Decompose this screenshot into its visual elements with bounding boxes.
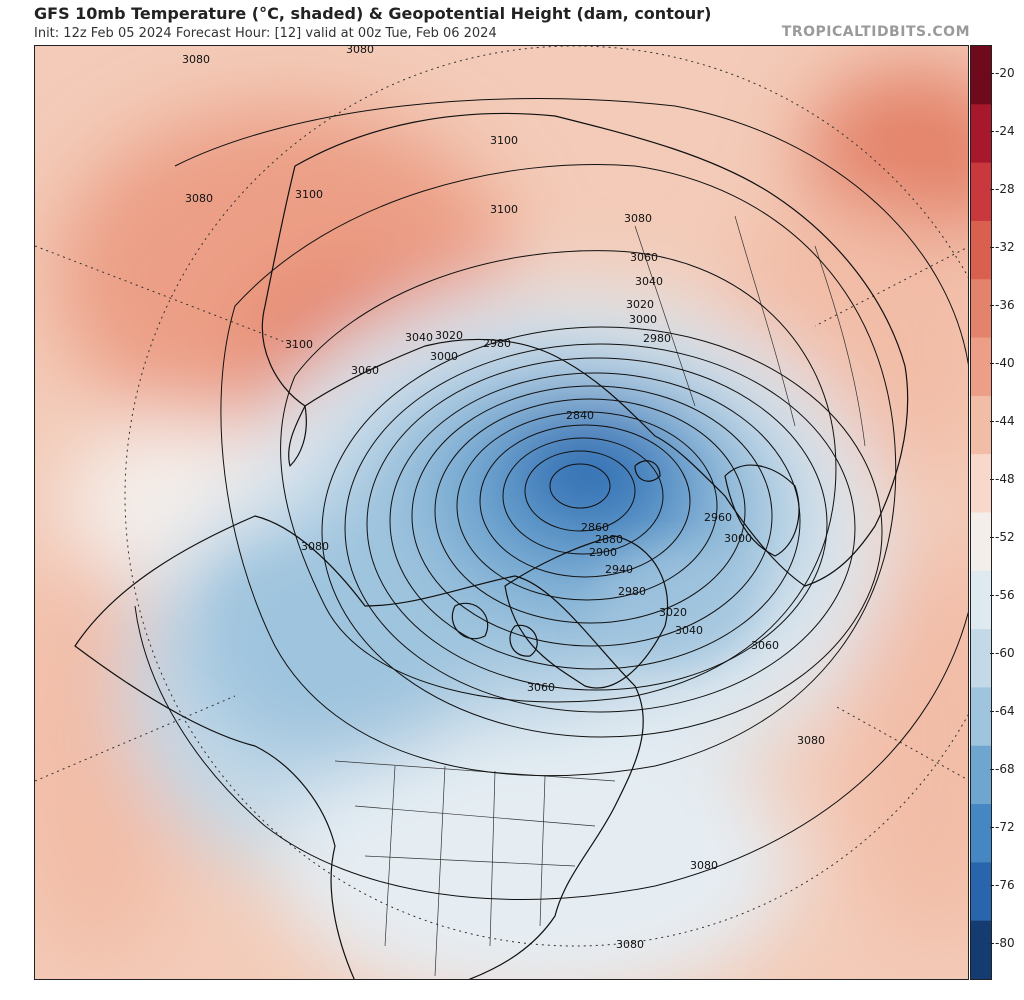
- colorbar-swatch: [971, 920, 991, 980]
- contour-label: 3040: [675, 624, 703, 637]
- brand-watermark: TROPICALTIDBITS.COM: [781, 24, 970, 40]
- contour-label: 3040: [635, 275, 663, 288]
- contour-labels: 3080 3080 3080 3100 3100 3100 3100 3080 3060 3040…: [182, 46, 825, 951]
- kamchatka-outline: [288, 405, 307, 467]
- colorbar-swatch: [971, 395, 991, 455]
- contour-label: 3100: [490, 203, 518, 216]
- colorbar-swatch: [971, 220, 991, 280]
- temperature-field: [35, 46, 968, 979]
- contour-label: 2980: [643, 332, 671, 345]
- contour-label: 2840: [566, 409, 594, 422]
- map-subtitle: Init: 12z Feb 05 2024 Forecast Hour: [12…: [34, 26, 497, 41]
- contour-label: 3080: [346, 46, 374, 56]
- colorbar-swatch: [971, 512, 991, 572]
- contour-label: 3000: [629, 313, 657, 326]
- colorbar-tick-label: -48: [990, 472, 1015, 486]
- contour-label: 2880: [595, 533, 623, 546]
- colorbar-tick-label: -64: [990, 704, 1015, 718]
- contour-label: 2960: [704, 511, 732, 524]
- colorbar-swatch: [971, 745, 991, 805]
- colorbar-swatch: [971, 162, 991, 222]
- contour-label: 3040: [405, 331, 433, 344]
- contour-label: 2980: [483, 337, 511, 350]
- contour-label: 3020: [626, 298, 654, 311]
- colorbar-tick-label: -76: [990, 878, 1015, 892]
- contour-label: 3080: [185, 192, 213, 205]
- contour-label: 2860: [581, 521, 609, 534]
- colorbar-tick-label: -80: [990, 936, 1015, 950]
- contour-label: 3100: [285, 338, 313, 351]
- colorbar-tick-label: -60: [990, 646, 1015, 660]
- contour-label: 2980: [618, 585, 646, 598]
- colorbar-tick-label: -68: [990, 762, 1015, 776]
- colorbar-swatch: [971, 629, 991, 688]
- colorbar-swatch: [971, 337, 991, 397]
- colorbar-swatch: [971, 279, 991, 339]
- svalbard-outline: [634, 460, 661, 482]
- contour-label: 3060: [527, 681, 555, 694]
- colorbar-tick-label: -32: [990, 240, 1015, 254]
- contour-label: 2940: [605, 563, 633, 576]
- colorbar-tick-labels: -20 -24 -28 -32 -36 -40 -44 -48 -52 -56 -60 -64 -68 -…: [990, 45, 1024, 980]
- greenland-outline: [504, 535, 669, 689]
- map-canvas: 3080 3080 3080 3100 3100 3100 3100 3080 3060 3040…: [35, 46, 968, 979]
- colorbar-tick-label: -40: [990, 356, 1015, 370]
- colorbar-tick-label: -36: [990, 298, 1015, 312]
- eurasia-outline: [261, 112, 909, 587]
- colorbar-swatch: [971, 570, 991, 630]
- temperature-colorbar: [970, 45, 992, 980]
- colorbar-tick-label: -28: [990, 182, 1015, 196]
- scandinavia-outline: [724, 464, 800, 557]
- contour-label: 3080: [624, 212, 652, 225]
- contour-label: 3080: [301, 540, 329, 553]
- colorbar-tick-label: -24: [990, 124, 1015, 138]
- arctic-islands-outline: [451, 602, 538, 657]
- contour-label: 3020: [659, 606, 687, 619]
- colorbar-tick-label: -72: [990, 820, 1015, 834]
- north-america-outline: [74, 515, 644, 979]
- colorbar-swatch: [971, 862, 991, 922]
- map-panel: 3080 3080 3080 3100 3100 3100 3100 3080 3060 3040…: [34, 45, 969, 980]
- contour-label: 3080: [616, 938, 644, 951]
- colorbar-tick-label: -44: [990, 414, 1015, 428]
- colorbar-tick-label: -56: [990, 588, 1015, 602]
- colorbar-tick-label: -20: [990, 66, 1015, 80]
- contour-label: 3060: [351, 364, 379, 377]
- colorbar-swatch: [971, 46, 991, 105]
- colorbar-swatch: [971, 454, 991, 513]
- contour-label: 3000: [724, 532, 752, 545]
- contour-label: 3060: [751, 639, 779, 652]
- contour-label: 3000: [430, 350, 458, 363]
- map-title: GFS 10mb Temperature (°C, shaded) & Geop…: [34, 4, 712, 23]
- contour-label: 2900: [589, 546, 617, 559]
- coastlines: [74, 112, 909, 979]
- contour-label: 3020: [435, 329, 463, 342]
- contour-label: 3080: [182, 53, 210, 66]
- colorbar-swatch: [971, 104, 991, 164]
- contour-label: 3060: [630, 251, 658, 264]
- contour-label: 3080: [690, 859, 718, 872]
- colorbar-swatches: [971, 46, 991, 980]
- contour-label: 3100: [295, 188, 323, 201]
- political-borders: [334, 215, 866, 977]
- height-contours: [134, 98, 968, 900]
- colorbar-tick-label: -52: [990, 530, 1015, 544]
- colorbar-swatch: [971, 687, 991, 747]
- contour-label: 3100: [490, 134, 518, 147]
- contour-label: 3080: [797, 734, 825, 747]
- colorbar-swatch: [971, 804, 991, 863]
- graticule-lines: [35, 46, 968, 947]
